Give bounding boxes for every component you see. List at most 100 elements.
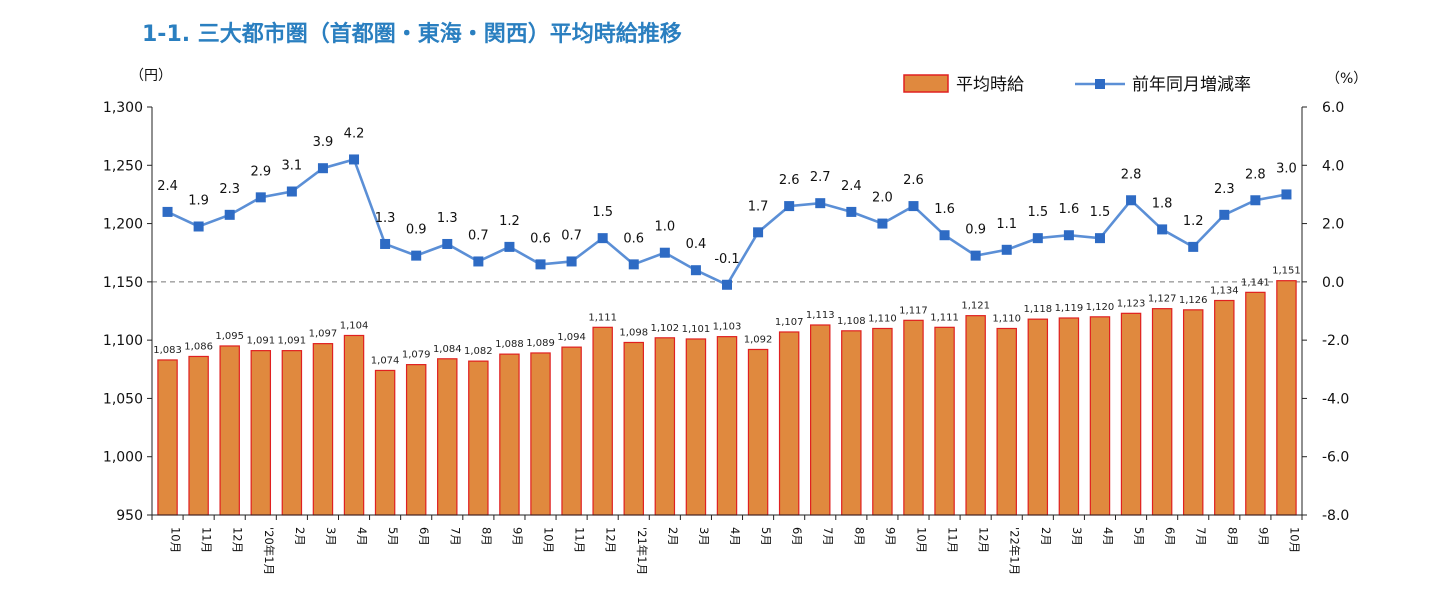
right-tick-label-6: 4.0: [1322, 158, 1344, 174]
line-point-21: [815, 198, 826, 209]
legend-bar-swatch: [903, 74, 949, 93]
legend-line-marker: [1095, 79, 1105, 89]
line-label-14: 1.5: [592, 205, 613, 220]
bar-31: [1120, 312, 1142, 516]
x-tick-label-17: 3月: [697, 527, 711, 546]
bar-15: [623, 341, 644, 516]
x-tick-label-14: 12月: [604, 527, 618, 553]
bar-28: [1027, 318, 1049, 516]
line-label-32: 1.8: [1152, 196, 1173, 211]
bar-36: [1276, 280, 1297, 516]
line-point-13: [566, 256, 577, 267]
left-tick-label-2: 1,050: [103, 391, 143, 407]
x-tick-label-23: 9月: [883, 527, 897, 546]
bar-label-17: 1,101: [682, 324, 711, 335]
line-point-9: [442, 238, 453, 249]
line-label-9: 1.3: [437, 211, 458, 226]
x-tick-label-4: 2月: [293, 527, 307, 546]
bar-label-33: 1,126: [1179, 295, 1208, 306]
bar-label-11: 1,088: [495, 339, 524, 350]
x-tick-label-6: 4月: [355, 527, 369, 546]
line-label-10: 0.7: [468, 228, 489, 243]
line-label-23: 2.0: [872, 191, 893, 206]
line-point-2: [224, 209, 235, 220]
bar-label-23: 1,110: [868, 313, 897, 324]
left-tick-label-7: 1,300: [103, 100, 143, 116]
x-tick-label-20: 6月: [790, 527, 804, 546]
bar-label-24: 1,117: [899, 305, 928, 316]
bar-10: [468, 360, 489, 516]
line-point-35: [1250, 195, 1261, 206]
bar-32: [1151, 308, 1173, 516]
x-tick-label-26: 12月: [977, 527, 991, 553]
line-label-3: 2.9: [250, 164, 271, 179]
line-point-16: [659, 247, 670, 258]
line-label-22: 2.4: [841, 179, 862, 194]
line-label-18: -0.1: [714, 252, 739, 267]
bar-18: [716, 336, 738, 516]
left-tick-label-6: 1,250: [103, 158, 143, 174]
line-point-23: [877, 218, 888, 229]
x-tick-label-0: 10月: [169, 527, 183, 553]
bar-label-25: 1,111: [930, 312, 959, 323]
x-tick-label-31: 5月: [1132, 527, 1146, 546]
bar-9: [437, 358, 458, 516]
bar-33: [1182, 309, 1204, 516]
line-point-33: [1188, 241, 1199, 252]
line-point-17: [690, 265, 701, 276]
legend-bar-label: 平均時給: [956, 75, 1024, 95]
line-label-30: 1.5: [1090, 205, 1111, 220]
right-tick-label-2: -4.0: [1322, 391, 1349, 407]
bar-label-8: 1,079: [402, 350, 431, 361]
right-tick-label-0: -8.0: [1322, 508, 1349, 524]
bar-label-28: 1,118: [1023, 304, 1052, 315]
line-point-14: [597, 233, 608, 244]
x-tick-label-19: 5月: [759, 527, 773, 546]
line-series-group: [162, 154, 1292, 290]
bar-label-12: 1,089: [526, 338, 555, 349]
bar-19: [747, 348, 769, 516]
line-label-1: 1.9: [188, 193, 209, 208]
x-tick-label-35: 9月: [1256, 527, 1270, 546]
x-tick-label-group: 10月 11月 12月 '20年1月 2月 3月 4月 5月 6月 7月 8月 9月 10月 11月 12月…: [169, 527, 1302, 575]
line-label-6: 4.2: [344, 126, 365, 141]
bar-label-36: 1,151: [1272, 266, 1301, 277]
x-tick-label-11: 9月: [510, 527, 524, 546]
line-label-11: 1.2: [499, 214, 520, 229]
bar-16: [654, 337, 676, 516]
bar-23: [872, 327, 893, 516]
x-tick-label-21: 7月: [821, 527, 835, 546]
left-tick-label-5: 1,200: [103, 217, 143, 233]
line-point-34: [1219, 209, 1230, 220]
line-label-4: 3.1: [282, 159, 303, 174]
legend: 平均時給 前年同月増減率: [903, 74, 1251, 95]
line-point-4: [286, 186, 297, 197]
bar-29: [1058, 317, 1080, 516]
line-label-34: 2.3: [1214, 182, 1235, 197]
bar-label-19: 1,092: [744, 334, 773, 345]
x-tick-label-1: 11月: [200, 527, 214, 553]
bar-30: [1089, 316, 1111, 516]
line-point-24: [908, 201, 919, 212]
x-tick-label-34: 8月: [1225, 527, 1239, 546]
x-tick-label-15: '21年1月: [635, 527, 649, 575]
bar-label-22: 1,108: [837, 316, 866, 327]
bar-label-35: 1,141: [1241, 277, 1270, 288]
line-label-19: 1.7: [748, 199, 769, 214]
right-tick-label-7: 6.0: [1322, 100, 1344, 116]
x-tick-label-9: 7月: [448, 527, 462, 546]
x-tick-label-12: 10月: [542, 527, 556, 553]
line-label-36: 3.0: [1276, 161, 1297, 176]
line-point-6: [349, 154, 360, 165]
line-point-31: [1126, 195, 1137, 206]
line-label-12: 0.6: [530, 231, 551, 246]
line-label-5: 3.9: [313, 135, 334, 150]
bar-label-31: 1,123: [1117, 298, 1146, 309]
x-tick-label-16: 2月: [666, 527, 680, 546]
line-point-3: [255, 192, 266, 203]
bar-label-13: 1,094: [557, 332, 586, 343]
line-point-20: [784, 201, 795, 212]
bar-label-30: 1,120: [1086, 302, 1115, 313]
